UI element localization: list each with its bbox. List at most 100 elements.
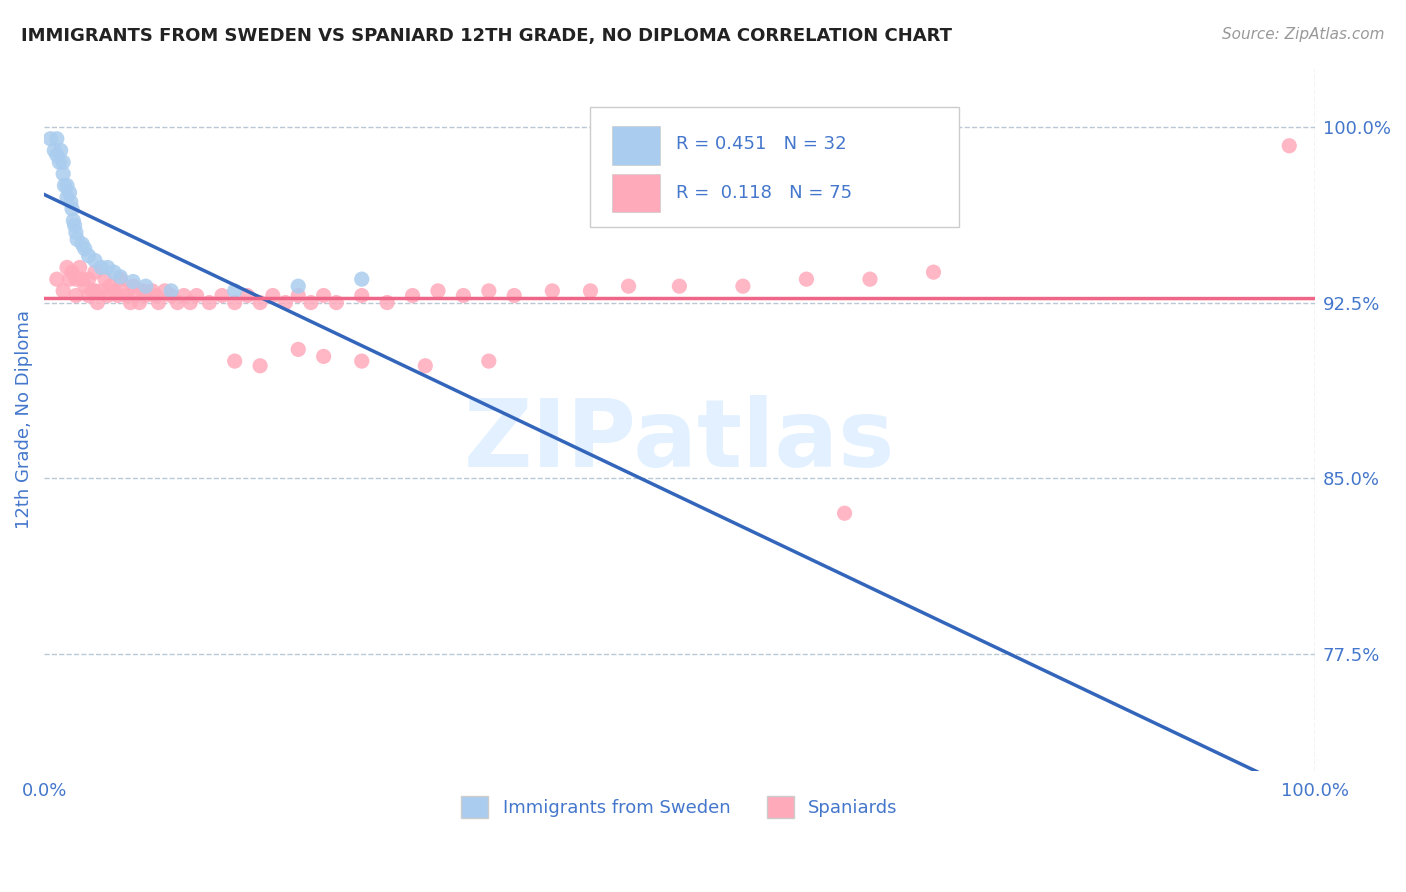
Point [153, 284, 176, 298]
Point [617, 279, 640, 293]
Point [274, 295, 297, 310]
Point [97, 288, 120, 302]
Point [65, 225, 87, 239]
Point [70, 272, 93, 286]
Point [111, 284, 134, 298]
Point [668, 279, 690, 293]
Point [299, 295, 322, 310]
Point [128, 295, 150, 310]
Point [541, 284, 564, 298]
Point [145, 288, 167, 302]
Point [103, 284, 125, 298]
Point [401, 288, 423, 302]
Point [48, 155, 70, 169]
Point [84, 253, 107, 268]
Point [44, 144, 66, 158]
Point [350, 288, 373, 302]
Point [103, 265, 125, 279]
Point [224, 295, 246, 310]
FancyBboxPatch shape [612, 174, 661, 212]
Point [65, 288, 87, 302]
Point [922, 265, 945, 279]
Point [53, 178, 76, 193]
Point [60, 202, 83, 216]
Point [287, 343, 309, 357]
Point [135, 288, 157, 302]
Text: IMMIGRANTS FROM SWEDEN VS SPANIARD 12TH GRADE, NO DIPLOMA CORRELATION CHART: IMMIGRANTS FROM SWEDEN VS SPANIARD 12TH … [21, 27, 952, 45]
Y-axis label: 12th Grade, No Diploma: 12th Grade, No Diploma [15, 310, 32, 529]
Point [120, 295, 142, 310]
Point [375, 295, 398, 310]
Point [49, 144, 72, 158]
Point [312, 288, 335, 302]
Point [186, 288, 208, 302]
Legend: Immigrants from Sweden, Spaniards: Immigrants from Sweden, Spaniards [454, 789, 904, 825]
Point [98, 279, 121, 293]
Point [579, 284, 602, 298]
Point [82, 284, 104, 298]
Point [84, 265, 107, 279]
Point [62, 213, 84, 227]
Point [86, 295, 108, 310]
Point [58, 186, 80, 200]
Point [94, 272, 117, 286]
Point [45, 272, 67, 286]
Point [350, 272, 373, 286]
Point [39, 132, 62, 146]
Text: Source: ZipAtlas.com: Source: ZipAtlas.com [1222, 27, 1385, 42]
Point [60, 265, 83, 279]
Point [312, 350, 335, 364]
Point [503, 288, 526, 302]
Point [198, 295, 221, 310]
Point [45, 148, 67, 162]
Point [135, 279, 157, 293]
Point [287, 288, 309, 302]
Point [166, 295, 188, 310]
Point [77, 288, 100, 302]
Point [211, 288, 233, 302]
Point [796, 272, 818, 286]
Point [478, 284, 501, 298]
Point [122, 275, 145, 289]
Point [110, 269, 132, 284]
Point [122, 279, 145, 293]
Point [262, 288, 284, 302]
Text: ZIPatlas: ZIPatlas [464, 394, 896, 487]
Point [249, 359, 271, 373]
Point [97, 260, 120, 275]
Point [350, 354, 373, 368]
Point [859, 272, 882, 286]
Point [325, 295, 347, 310]
Point [58, 272, 80, 286]
FancyBboxPatch shape [591, 107, 959, 227]
Point [69, 260, 91, 275]
FancyBboxPatch shape [612, 126, 661, 165]
Point [173, 288, 195, 302]
Point [249, 295, 271, 310]
Point [132, 284, 155, 298]
Point [56, 260, 79, 275]
Point [834, 506, 856, 520]
Point [59, 194, 82, 209]
Point [73, 242, 96, 256]
Text: R =  0.118   N = 75: R = 0.118 N = 75 [675, 184, 852, 202]
Point [179, 295, 201, 310]
Point [77, 249, 100, 263]
Point [90, 260, 112, 275]
Point [63, 219, 86, 233]
Point [236, 288, 259, 302]
Point [453, 288, 475, 302]
Point [52, 284, 75, 298]
Text: R = 0.451   N = 32: R = 0.451 N = 32 [675, 135, 846, 153]
Point [148, 295, 170, 310]
Point [224, 284, 246, 298]
Point [52, 167, 75, 181]
Point [56, 178, 79, 193]
Point [107, 288, 129, 302]
Point [84, 284, 107, 298]
Point [56, 190, 79, 204]
Point [427, 284, 450, 298]
Point [160, 288, 183, 302]
Point [141, 284, 163, 298]
Point [110, 272, 132, 286]
